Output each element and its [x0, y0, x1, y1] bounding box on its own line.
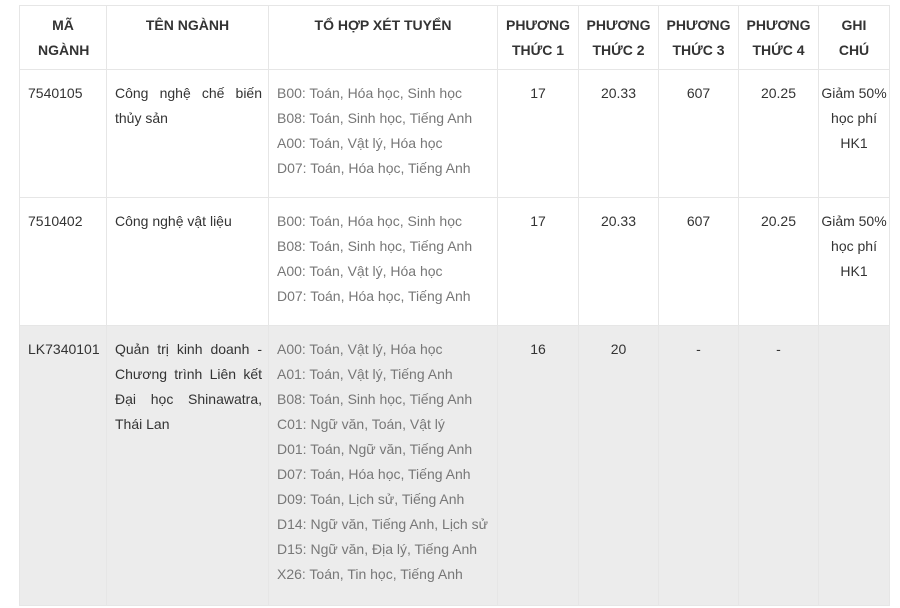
- combo-item: B08: Toán, Sinh học, Tiếng Anh: [277, 238, 473, 254]
- combo-item: X26: Toán, Tin học, Tiếng Anh: [277, 566, 463, 582]
- major-code: 7510402: [19, 197, 107, 326]
- note: Giảm 50% học phí HK1: [818, 69, 890, 198]
- header-combos: TỔ HỢP XÉT TUYỂN: [268, 5, 498, 70]
- combo-item: B00: Toán, Hóa học, Sinh học: [277, 213, 462, 229]
- table-row: 7510402 Công nghệ vật liệu B00: Toán, Hóa …: [19, 197, 890, 326]
- combo-item: A00: Toán, Vật lý, Hóa học: [277, 341, 443, 357]
- method-1-score: 16: [497, 325, 579, 606]
- combo-item: D07: Toán, Hóa học, Tiếng Anh: [277, 160, 471, 176]
- combo-item: B08: Toán, Sinh học, Tiếng Anh: [277, 110, 473, 126]
- major-code: 7540105: [19, 69, 107, 198]
- header-method-4: PHƯƠNG THỨC 4: [738, 5, 819, 70]
- major-name: Công nghệ vật liệu: [106, 197, 269, 326]
- method-4-score: -: [738, 325, 819, 606]
- method-2-score: 20: [578, 325, 659, 606]
- subject-combos: A00: Toán, Vật lý, Hóa học A01: Toán, Vật…: [268, 325, 498, 606]
- combo-item: D07: Toán, Hóa học, Tiếng Anh: [277, 466, 471, 482]
- combo-item: D01: Toán, Ngữ văn, Tiếng Anh: [277, 441, 473, 457]
- combo-item: A00: Toán, Vật lý, Hóa học: [277, 135, 443, 151]
- header-method-3: PHƯƠNG THỨC 3: [658, 5, 739, 70]
- header-code: MÃ NGÀNH: [19, 5, 107, 70]
- combo-item: A00: Toán, Vật lý, Hóa học: [277, 263, 443, 279]
- combo-item: C01: Ngữ văn, Toán, Vật lý: [277, 416, 445, 432]
- note: Giảm 50% học phí HK1: [818, 197, 890, 326]
- method-4-score: 20.25: [738, 197, 819, 326]
- method-2-score: 20.33: [578, 197, 659, 326]
- header-method-2: PHƯƠNG THỨC 2: [578, 5, 659, 70]
- combo-item: D14: Ngữ văn, Tiếng Anh, Lịch sử: [277, 516, 488, 532]
- combo-item: D15: Ngữ văn, Địa lý, Tiếng Anh: [277, 541, 478, 557]
- method-3-score: 607: [658, 197, 739, 326]
- table-row: 7540105 Công nghệ chế biến thủy sản B00: T…: [19, 69, 890, 198]
- method-2-score: 20.33: [578, 69, 659, 198]
- method-3-score: -: [658, 325, 739, 606]
- admission-table: MÃ NGÀNH TÊN NGÀNH TỔ HỢP XÉT TUYỂN PHƯƠ…: [19, 5, 890, 606]
- method-1-score: 17: [497, 197, 579, 326]
- combo-item: B08: Toán, Sinh học, Tiếng Anh: [277, 391, 473, 407]
- header-note: GHI CHÚ: [818, 5, 890, 70]
- header-name: TÊN NGÀNH: [106, 5, 269, 70]
- subject-combos: B00: Toán, Hóa học, Sinh học B08: Toán, S…: [268, 197, 498, 326]
- combo-item: A01: Toán, Vật lý, Tiếng Anh: [277, 366, 453, 382]
- combo-item: B00: Toán, Hóa học, Sinh học: [277, 85, 462, 101]
- combo-item: D09: Toán, Lịch sử, Tiếng Anh: [277, 491, 465, 507]
- major-code: LK7340101: [19, 325, 107, 606]
- header-row: MÃ NGÀNH TÊN NGÀNH TỔ HỢP XÉT TUYỂN PHƯƠ…: [19, 5, 890, 70]
- subject-combos: B00: Toán, Hóa học, Sinh học B08: Toán, S…: [268, 69, 498, 198]
- major-name: Công nghệ chế biến thủy sản: [106, 69, 269, 198]
- major-name: Quản trị kinh doanh - Chương trình Liên …: [106, 325, 269, 606]
- method-4-score: 20.25: [738, 69, 819, 198]
- table-row: LK7340101 Quản trị kinh doanh - Chương tr…: [19, 325, 890, 606]
- note: [818, 325, 890, 606]
- method-3-score: 607: [658, 69, 739, 198]
- method-1-score: 17: [497, 69, 579, 198]
- header-method-1: PHƯƠNG THỨC 1: [497, 5, 579, 70]
- combo-item: D07: Toán, Hóa học, Tiếng Anh: [277, 288, 471, 304]
